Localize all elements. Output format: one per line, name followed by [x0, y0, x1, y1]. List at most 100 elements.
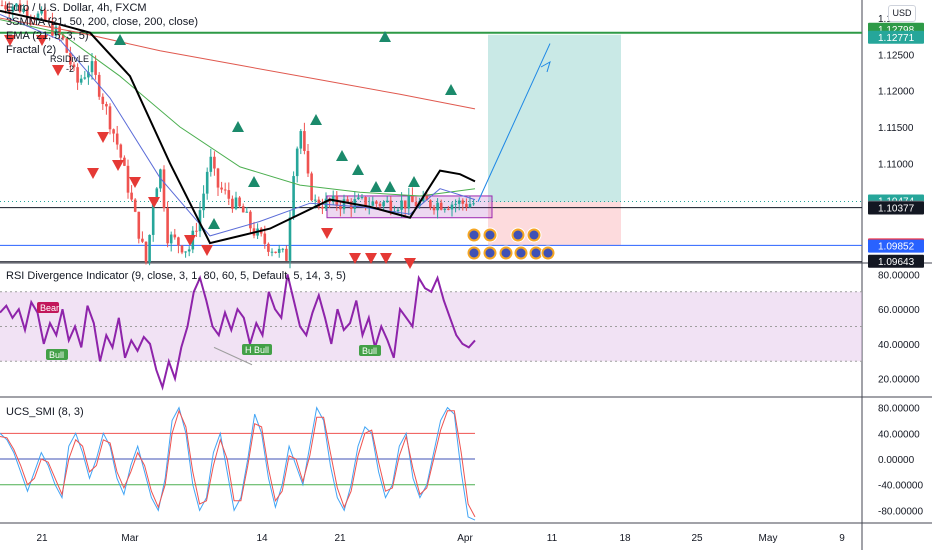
candle: [306, 150, 310, 174]
smi-pane-title[interactable]: UCS_SMI (8, 3): [6, 406, 84, 418]
candle: [202, 193, 205, 211]
candle: [468, 203, 472, 208]
rsi-line: [0, 274, 476, 391]
price-tag: [868, 254, 924, 268]
fractal-up-marker: [445, 84, 457, 95]
rsi-tick: 60.00000: [878, 305, 920, 316]
loss-zone: [488, 201, 621, 246]
candle: [123, 157, 126, 166]
candle: [54, 26, 58, 36]
time-tick: 18: [619, 533, 631, 544]
candle: [425, 196, 429, 201]
smi-tick: 0.00000: [878, 455, 915, 466]
fractal-down-marker: [365, 253, 377, 264]
candle: [144, 241, 148, 263]
candle: [72, 64, 76, 68]
fractal-up-marker: [336, 150, 348, 161]
candle: [51, 20, 54, 36]
fractal-up-marker: [248, 176, 260, 187]
candle: [429, 200, 432, 208]
event-icon-flag: [516, 248, 526, 258]
candle: [407, 195, 411, 209]
candle: [432, 207, 436, 211]
candle: [303, 131, 306, 151]
candle: [126, 165, 130, 193]
rsi-divle-value: -2: [66, 64, 75, 74]
candle: [83, 77, 87, 79]
divergence-line: [213, 346, 253, 366]
candle: [58, 26, 61, 35]
time-tick: 11: [547, 533, 558, 544]
event-icon-flag: [485, 230, 495, 240]
candle: [349, 201, 353, 209]
fractal-down-marker: [52, 65, 64, 76]
candle: [137, 211, 141, 239]
fractal-up-marker: [379, 31, 391, 42]
symbol-title[interactable]: Euro / U.S. Dollar, 4h, FXCM: [6, 2, 147, 14]
candle: [18, 3, 22, 13]
candle: [87, 72, 90, 78]
candle: [43, 10, 47, 21]
candle: [223, 189, 227, 191]
candle: [213, 156, 216, 169]
fractal-down-marker: [380, 253, 392, 264]
currency-button[interactable]: USD: [888, 5, 916, 22]
fractal-down-marker: [201, 245, 213, 256]
candle: [25, 8, 29, 19]
candle: [263, 233, 267, 244]
candle: [141, 238, 144, 242]
ema-legend[interactable]: EMA (21, 5, 3, 5): [6, 30, 89, 42]
time-tick: 9: [839, 533, 845, 544]
rsi-signal-label: Bear: [40, 303, 59, 313]
event-icon-flag: [469, 230, 479, 240]
fractal-up-marker: [114, 34, 126, 45]
candle: [331, 195, 335, 202]
candle: [389, 200, 393, 212]
candle: [385, 200, 389, 203]
price-tick: 1.11000: [878, 159, 914, 170]
fractal-down-marker: [321, 228, 333, 239]
candle: [375, 201, 378, 204]
fractal-legend[interactable]: Fractal (2): [6, 44, 57, 56]
smma-200-line: [0, 17, 476, 110]
candle: [342, 199, 346, 210]
candle: [22, 8, 25, 13]
candle: [216, 168, 220, 188]
fractal-down-marker: [184, 235, 196, 246]
fractal-up-marker: [352, 164, 364, 175]
candle: [371, 201, 375, 206]
candle: [61, 34, 65, 39]
candle: [79, 78, 83, 83]
event-icon-flag: [513, 230, 523, 240]
candle: [238, 197, 241, 207]
time-tick: 25: [691, 533, 703, 544]
candle: [292, 176, 295, 218]
candle: [69, 52, 72, 65]
candle: [94, 61, 97, 75]
fractal-down-marker: [36, 35, 48, 46]
candle: [119, 144, 123, 158]
candle: [173, 234, 177, 238]
smi-tick: 40.00000: [878, 429, 920, 440]
event-icon-flag: [485, 248, 495, 258]
candle: [274, 251, 277, 253]
candle: [400, 200, 403, 210]
time-tick: 21: [36, 533, 48, 544]
rsi-signal-badge: [359, 345, 381, 356]
smma-50-line: [0, 19, 476, 197]
smma-legend[interactable]: 3SMMA (21, 50, 200, close, 200, close): [6, 16, 198, 28]
candle: [439, 202, 443, 210]
candle: [65, 38, 69, 53]
candle: [133, 199, 137, 212]
candle: [36, 13, 40, 20]
candle: [403, 200, 407, 209]
smma-21-line: [0, 14, 476, 237]
candle: [339, 205, 342, 210]
candle: [169, 234, 173, 244]
candle: [0, 5, 4, 7]
candle: [162, 169, 166, 209]
candle: [209, 156, 213, 172]
rsi-pane-title[interactable]: RSI Divergence Indicator (9, close, 3, 1…: [6, 270, 346, 282]
